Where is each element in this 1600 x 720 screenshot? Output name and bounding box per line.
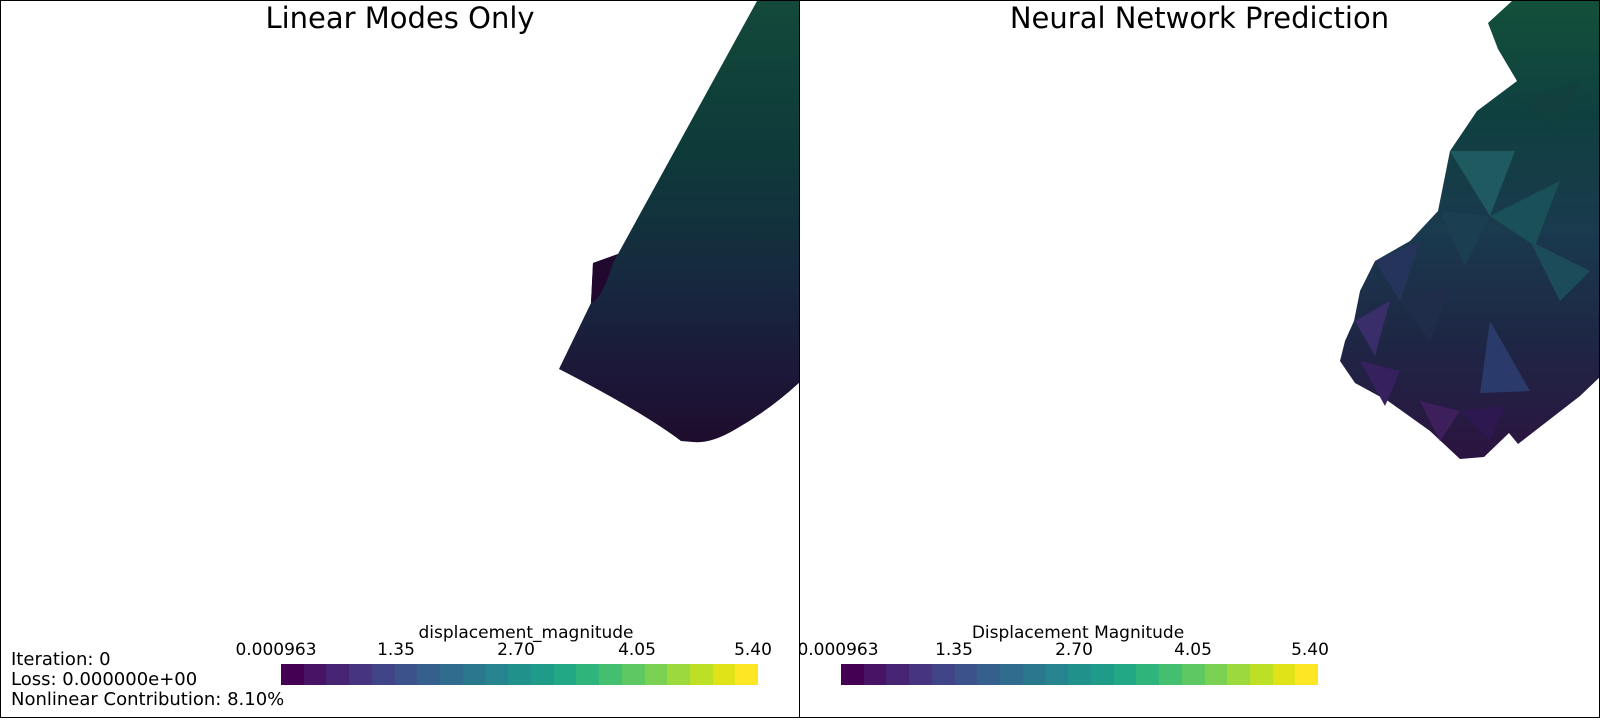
colorbar-swatch (954, 664, 978, 685)
colorbar-swatch (1090, 664, 1114, 685)
colorbar-swatch (909, 664, 932, 685)
colorbar-swatch (977, 664, 1001, 685)
colorbar-tick: 0.000963 (235, 640, 317, 660)
colorbar-swatch (485, 664, 509, 685)
colorbar-swatch (371, 664, 395, 685)
mesh-surface (559, 1, 799, 443)
colorbar-title: displacement_magnitude (418, 623, 634, 643)
colorbar-swatch (1113, 664, 1137, 685)
neural-mesh-render[interactable] (800, 1, 1600, 718)
colorbar-swatch (1204, 664, 1228, 685)
colorbar-swatch (303, 664, 327, 685)
loss-text: Loss: 0.000000e+00 (11, 669, 198, 690)
colorbar-swatch (349, 664, 372, 685)
colorbar-swatch (1272, 664, 1296, 685)
colorbar-swatch (1295, 664, 1319, 685)
mesh-edge-shading (591, 254, 618, 303)
colorbar-displacement-magnitude: Displacement Magnitude 0.000963 1.35 2.7… (800, 623, 1330, 685)
colorbar-tick: 2.70 (1055, 640, 1093, 660)
mesh-facet (1520, 81, 1580, 131)
mesh-facet (1490, 181, 1560, 246)
colorbar-swatch (644, 664, 668, 685)
colorbar-tick: 2.70 (497, 640, 535, 660)
colorbar-swatch (281, 664, 304, 685)
colorbar-swatch (326, 664, 350, 685)
colorbar-swatch (1159, 664, 1182, 685)
linear-mesh-render[interactable] (1, 1, 800, 718)
mesh-facet (1400, 286, 1450, 341)
colorbar-swatch (1068, 664, 1091, 685)
colorbar-swatch (712, 664, 736, 685)
colorbar-strip (841, 664, 1319, 685)
mesh-facet (1440, 211, 1490, 266)
colorbar-tick: 1.35 (935, 640, 973, 660)
mesh-facet (1375, 241, 1420, 301)
mesh-facet (1360, 361, 1400, 406)
colorbar-swatch (1249, 664, 1273, 685)
stats-overlay: Iteration: 0 Loss: 0.000000e+00 Nonlinea… (11, 650, 284, 710)
colorbar-tick: 1.35 (377, 640, 415, 660)
colorbar-swatch (462, 664, 486, 685)
colorbar-tick: 4.05 (1174, 640, 1212, 660)
colorbar-swatch (417, 664, 441, 685)
viewport-linear-modes[interactable]: Linear Modes Only displacement_magnitude… (0, 0, 800, 718)
colorbar-swatch (886, 664, 910, 685)
colorbar-swatch (1000, 664, 1023, 685)
colorbar-displacement-magnitude: displacement_magnitude 0.000963 1.35 2.7… (235, 623, 772, 685)
colorbar-swatch (1181, 664, 1205, 685)
colorbar-swatch (1136, 664, 1160, 685)
colorbar-swatch (1045, 664, 1069, 685)
colorbar-swatch (508, 664, 531, 685)
colorbar-swatch (735, 664, 759, 685)
colorbar-strip (281, 664, 759, 685)
colorbar-swatch (863, 664, 887, 685)
colorbar-title: Displacement Magnitude (971, 623, 1185, 643)
nonlinear-contribution-text: Nonlinear Contribution: 8.10% (11, 689, 285, 710)
iteration-text: Iteration: 0 (11, 649, 111, 670)
viewport-title: Linear Modes Only (265, 1, 535, 35)
colorbar-ticks: 0.000963 1.35 2.70 4.05 5.40 (800, 640, 1330, 660)
colorbar-swatch (689, 664, 713, 685)
mesh-facet (1460, 406, 1505, 441)
mesh-facet (1420, 401, 1460, 441)
colorbar-swatch (1227, 664, 1250, 685)
colorbar-swatch (599, 664, 622, 685)
colorbar-swatch (667, 664, 690, 685)
colorbar-tick: 0.000963 (799, 640, 879, 660)
colorbar-ticks: 0.000963 1.35 2.70 4.05 5.40 (235, 640, 772, 660)
mesh-facet (1355, 301, 1390, 356)
viewport-neural-network[interactable]: Neural Network Prediction Displacement M… (799, 0, 1600, 718)
colorbar-swatch (576, 664, 600, 685)
colorbar-swatch (553, 664, 577, 685)
colorbar-tick: 5.40 (734, 640, 772, 660)
colorbar-swatch (530, 664, 554, 685)
colorbar-tick: 5.40 (1291, 640, 1329, 660)
colorbar-swatch (841, 664, 864, 685)
mesh-facet (1480, 321, 1530, 393)
colorbar-swatch (931, 664, 955, 685)
colorbar-swatch (1022, 664, 1046, 685)
colorbar-tick: 4.05 (618, 640, 656, 660)
colorbar-swatch (394, 664, 418, 685)
mesh-facet (1450, 151, 1515, 216)
colorbar-swatch (440, 664, 463, 685)
mesh-facet (1530, 241, 1590, 301)
viewport-title: Neural Network Prediction (1009, 1, 1390, 35)
colorbar-swatch (621, 664, 645, 685)
